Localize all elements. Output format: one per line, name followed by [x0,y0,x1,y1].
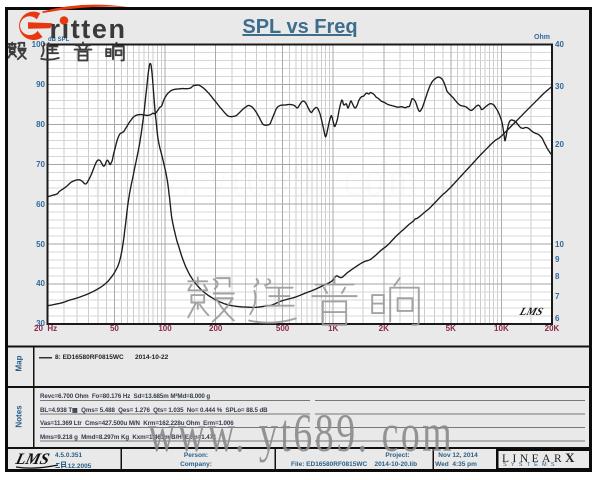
svg-text:www. yt689. com: www. yt689. com [148,405,454,464]
svg-text:www. yt689. com: www. yt689. com [88,150,422,206]
svg-text:rıtten: rıtten [50,14,127,44]
